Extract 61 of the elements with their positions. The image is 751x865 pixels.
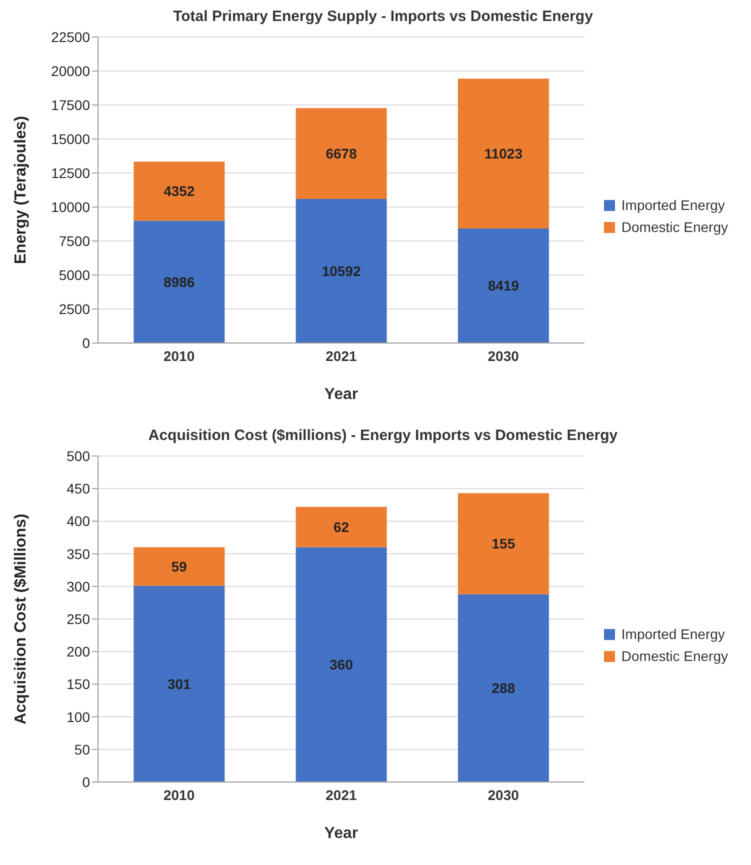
- x-tick-label: 2010: [163, 348, 195, 364]
- data-label: 6678: [326, 146, 358, 162]
- bar: [296, 198, 387, 343]
- chart-title: Total Primary Energy Supply - Imports vs Domestic Energy: [172, 8, 594, 25]
- y-axis-title: Acquisition Cost ($Millions): [12, 514, 30, 724]
- y-tick-label: 7500: [58, 232, 90, 249]
- bar: [134, 220, 225, 343]
- x-tick-label: 2021: [326, 348, 357, 364]
- data-label: 8986: [164, 274, 195, 290]
- y-tick-label: 0: [82, 334, 90, 351]
- bar: [134, 547, 225, 586]
- y-tick-label: 17500: [51, 96, 90, 113]
- y-tick-label: 15000: [51, 130, 90, 147]
- y-tick-label: 10000: [51, 198, 90, 215]
- bar: [458, 228, 549, 343]
- data-label: 59: [171, 558, 188, 574]
- y-tick-label: 22500: [51, 28, 90, 45]
- data-label: 4352: [164, 183, 195, 200]
- y-tick-label: 2500: [58, 300, 90, 317]
- data-label: 62: [334, 519, 350, 536]
- y-tick-label: 100: [66, 708, 90, 725]
- y-axis-title: Energy (Terajoules): [12, 116, 30, 264]
- bar: [458, 594, 549, 782]
- y-tick-label: 400: [66, 513, 90, 530]
- y-tick-label: 300: [66, 578, 90, 594]
- bar: [134, 586, 225, 782]
- bar: [458, 493, 549, 594]
- bar: [296, 506, 387, 548]
- x-tick-label: 2030: [488, 348, 520, 364]
- bar: [458, 78, 549, 228]
- data-label: 8419: [488, 278, 520, 294]
- bar: [296, 547, 387, 782]
- y-tick-label: 450: [66, 480, 90, 497]
- y-tick-label: 0: [82, 774, 90, 790]
- y-tick-label: 250: [66, 610, 90, 627]
- legend-label: Imported Energy: [621, 197, 725, 213]
- y-tick-label: 5000: [58, 266, 90, 283]
- y-tick-label: 200: [66, 644, 90, 660]
- bar: [134, 162, 225, 221]
- data-label: 301: [167, 676, 192, 692]
- x-tick-label: 2030: [488, 786, 520, 803]
- data-label: 360: [330, 656, 354, 673]
- data-label: 288: [492, 680, 516, 696]
- y-tick-label: 150: [66, 676, 90, 692]
- x-tick-label: 2021: [326, 786, 357, 803]
- y-tick-label: 20000: [51, 62, 90, 79]
- y-tick-label: 50: [74, 741, 90, 758]
- bar: [296, 108, 387, 199]
- y-tick-label: 12500: [51, 164, 90, 181]
- legend-label: Domestic Energy: [621, 648, 728, 664]
- y-tick-label: 500: [66, 448, 90, 464]
- legend-label: Domestic Energy: [621, 219, 728, 235]
- data-label: 155: [492, 536, 516, 552]
- x-tick-label: 2010: [163, 786, 195, 803]
- x-axis-title: Year: [324, 825, 358, 842]
- y-tick-label: 350: [66, 546, 90, 562]
- x-axis-title: Year: [324, 386, 358, 403]
- data-label: 10592: [322, 262, 361, 279]
- data-label: 11023: [484, 146, 523, 162]
- legend-label: Imported Energy: [621, 626, 725, 642]
- chart-title: Acquisition Cost ($millions) - Energy Imports vs Domestic Energy: [147, 427, 619, 444]
